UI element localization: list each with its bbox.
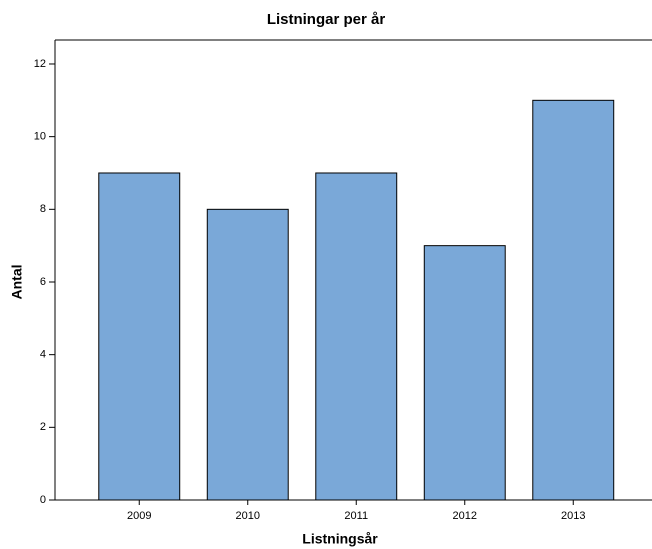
bar	[423, 245, 506, 501]
y-axis-title: Antal	[9, 265, 25, 300]
x-tick-label: 2009	[127, 510, 151, 522]
x-axis-title: Listningsår	[302, 531, 378, 547]
y-tick-label: 4	[40, 349, 46, 361]
y-tick-label: 12	[34, 58, 46, 70]
y-tick-label: 0	[40, 494, 46, 506]
x-tick-label: 2010	[236, 510, 260, 522]
x-tick-label: 2013	[561, 510, 585, 522]
y-tick-label: 8	[40, 203, 46, 215]
y-tick-label: 2	[40, 421, 46, 433]
bar	[206, 208, 289, 501]
x-tick-label: 2012	[453, 510, 477, 522]
bar	[532, 99, 615, 501]
bar	[98, 172, 181, 501]
bar	[315, 172, 398, 501]
y-tick-label: 6	[40, 276, 46, 288]
x-tick-label: 2011	[344, 510, 368, 522]
y-tick-label: 10	[34, 131, 46, 143]
chart-title: Listningar per år	[267, 11, 386, 28]
